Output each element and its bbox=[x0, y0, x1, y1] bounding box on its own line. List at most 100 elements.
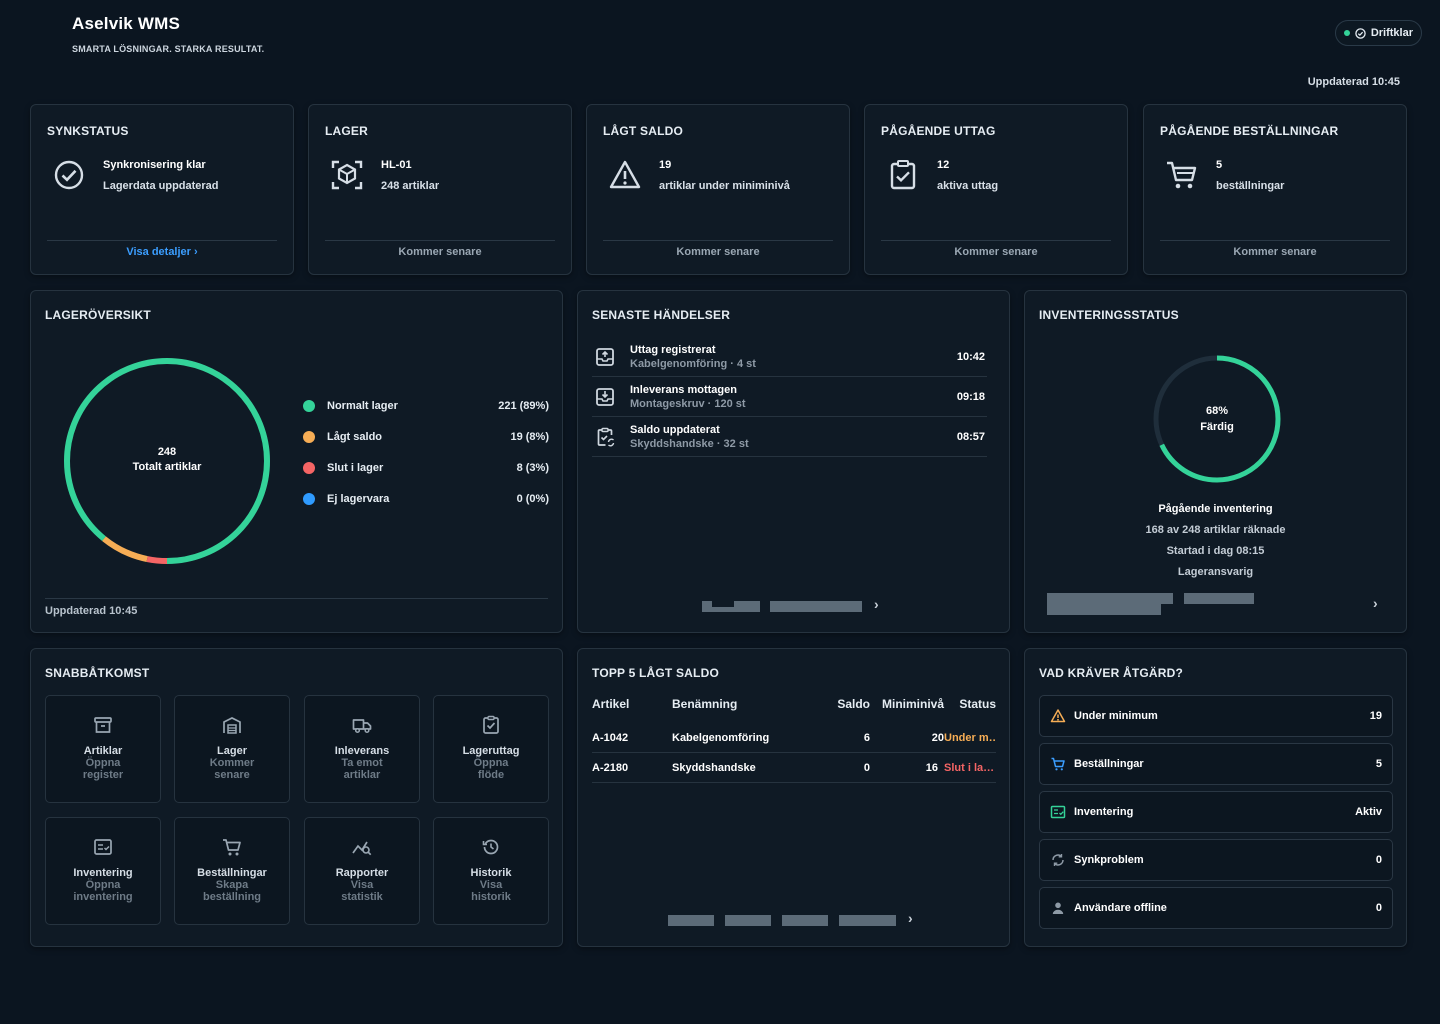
event-text: Inleverans mottagen Montageskruv · 120 s… bbox=[630, 384, 746, 410]
action-sync-problems[interactable]: Synkproblem 0 bbox=[1039, 839, 1393, 881]
inventory-status-panel: INVENTERINGSSTATUS 68% Färdig Pågående i… bbox=[1024, 290, 1407, 633]
donut-total-label: Totalt artiklar bbox=[132, 461, 202, 473]
tile-sub: register bbox=[82, 769, 124, 781]
legend-label: Ej lagervara bbox=[327, 493, 390, 505]
donut-total: 248 bbox=[157, 446, 177, 458]
quick-tile-inventory[interactable]: Inventering Öppna inventering bbox=[45, 817, 161, 925]
tile-sub: Ta emot bbox=[341, 757, 383, 769]
action-inventory[interactable]: Inventering Aktiv bbox=[1039, 791, 1393, 833]
legend-label: Slut i lager bbox=[327, 462, 384, 474]
warning-icon bbox=[1050, 709, 1066, 723]
tile-sub: Öppna bbox=[473, 757, 509, 769]
kpi-card-sync: SYNKSTATUS Synkronisering klar Lagerdata… bbox=[30, 104, 294, 275]
check-circle-icon bbox=[54, 160, 84, 190]
progress-arc bbox=[1153, 355, 1281, 483]
event-row[interactable]: Inleverans mottagen Montageskruv · 120 s… bbox=[592, 377, 987, 417]
tile-sub: Visa bbox=[350, 879, 374, 891]
tile-sub: historik bbox=[471, 891, 511, 903]
action-under-minimum[interactable]: Under minimum 19 bbox=[1039, 695, 1393, 737]
sync-icon bbox=[1052, 854, 1064, 866]
table-header-row: Artikel Benämning Saldo Miniminivå Statu… bbox=[592, 697, 996, 723]
column-header[interactable]: Status bbox=[959, 697, 996, 711]
quick-tile-delivery[interactable]: Inleverans Ta emot artiklar bbox=[304, 695, 420, 803]
kpi-card-stock: LAGER HL-01 248 artiklar Kommer senare bbox=[308, 104, 572, 275]
quick-tile-orders[interactable]: Beställningar Skapa beställning bbox=[174, 817, 290, 925]
legend-item: Ej lagervara 0 (0%) bbox=[303, 493, 549, 505]
inventory-started: Startad i dag 08:15 bbox=[1166, 545, 1265, 557]
chevron-right-icon[interactable]: › bbox=[874, 596, 879, 612]
quick-tile-articles[interactable]: Artiklar Öppna register bbox=[45, 695, 161, 803]
donut-center: 248 Totalt artiklar bbox=[57, 446, 277, 473]
inventory-progress-ring bbox=[1153, 355, 1281, 483]
column-header[interactable]: Artikel bbox=[592, 697, 630, 711]
status-pill[interactable]: Driftklar bbox=[1334, 20, 1422, 46]
table-row[interactable]: A-1042 Kabelgenomföring 6 20 Under m… bbox=[592, 723, 996, 753]
pager-placeholder bbox=[1047, 593, 1173, 604]
kpi-line1: HL-01 bbox=[381, 159, 412, 171]
column-header[interactable]: Saldo bbox=[837, 697, 870, 711]
tile-title: Rapporter bbox=[335, 867, 389, 879]
kpi-footer: Kommer senare bbox=[676, 246, 760, 258]
chevron-right-icon[interactable]: › bbox=[908, 910, 913, 926]
view-details-link[interactable]: Visa detaljer › bbox=[126, 246, 198, 258]
tile-title: Inleverans bbox=[334, 745, 390, 757]
app-title: Aselvik WMS bbox=[72, 14, 181, 33]
table-row[interactable]: A-2180 Skyddshandske 0 16 Slut i la… bbox=[592, 752, 996, 783]
quick-tile-history[interactable]: Historik Visa historik bbox=[433, 817, 549, 925]
event-row[interactable]: Uttag registrerat Kabelgenomföring · 4 s… bbox=[592, 337, 987, 377]
legend-value: 221 (89%) bbox=[498, 400, 549, 412]
kpi-title: LAGER bbox=[325, 124, 368, 138]
inventory-counted: 168 av 248 artiklar räknade bbox=[1145, 524, 1286, 536]
clipboard-check-icon bbox=[483, 715, 499, 734]
action-users-offline[interactable]: Användare offline 0 bbox=[1039, 887, 1393, 929]
panel-title: SNABBÅTKOMST bbox=[45, 666, 150, 680]
user-icon bbox=[1052, 902, 1064, 914]
action-orders[interactable]: Beställningar 5 bbox=[1039, 743, 1393, 785]
kpi-line1: 5 bbox=[1216, 159, 1223, 171]
tile-sub: senare bbox=[214, 769, 250, 781]
divider bbox=[1160, 240, 1390, 241]
column-header[interactable]: Benämning bbox=[672, 697, 738, 711]
pager-placeholder bbox=[782, 915, 828, 926]
column-header[interactable]: Miniminivå bbox=[881, 697, 944, 711]
pager-placeholder bbox=[734, 601, 760, 612]
legend-label: Normalt lager bbox=[327, 400, 398, 412]
legend-item: Slut i lager 8 (3%) bbox=[303, 462, 549, 474]
inventory-state: Färdig bbox=[1200, 421, 1234, 433]
cell-article: A-1042 bbox=[592, 723, 672, 753]
cell-article: A-2180 bbox=[592, 752, 672, 783]
kpi-title: LÅGT SALDO bbox=[603, 124, 683, 138]
action-value: 5 bbox=[1375, 758, 1382, 770]
chart-search-icon bbox=[352, 841, 372, 856]
action-label: Under minimum bbox=[1074, 710, 1158, 722]
legend-dot bbox=[303, 400, 315, 412]
kpi-title: PÅGÅENDE UTTAG bbox=[881, 124, 996, 138]
low-stock-panel: TOPP 5 LÅGT SALDO Artikel Benämning Sald… bbox=[577, 648, 1010, 947]
tile-title: Inventering bbox=[73, 867, 133, 879]
action-label: Beställningar bbox=[1074, 758, 1144, 770]
event-row[interactable]: Saldo uppdaterat Skyddshandske · 32 st 0… bbox=[592, 417, 987, 457]
chevron-right-icon[interactable]: › bbox=[1373, 595, 1378, 611]
kpi-card-withdrawals: PÅGÅENDE UTTAG 12 aktiva uttag Kommer se… bbox=[864, 104, 1128, 275]
pager-placeholder bbox=[1184, 593, 1254, 604]
tile-sub: Öppna bbox=[85, 757, 121, 769]
tile-title: Beställningar bbox=[197, 867, 267, 879]
quick-tile-stock[interactable]: Lager Kommer senare bbox=[174, 695, 290, 803]
clipboard-sync-icon bbox=[597, 427, 615, 446]
truck-icon bbox=[352, 719, 372, 734]
tile-title: Historik bbox=[470, 867, 512, 879]
stock-overview-panel: LAGERÖVERSIKT 248 Totalt artiklar Normal… bbox=[30, 290, 563, 633]
ring-center: 68% Färdig bbox=[1151, 405, 1283, 433]
tile-sub: Visa bbox=[479, 879, 503, 891]
tile-title: Artiklar bbox=[83, 745, 123, 757]
quick-tile-reports[interactable]: Rapporter Visa statistik bbox=[304, 817, 420, 925]
action-label: Inventering bbox=[1074, 806, 1134, 818]
pager-placeholder bbox=[770, 601, 862, 612]
kpi-line2: Lagerdata uppdaterad bbox=[103, 180, 219, 192]
cell-saldo: 0 bbox=[822, 752, 878, 783]
event-sub: Montageskruv · 120 st bbox=[630, 397, 746, 410]
quick-tile-withdrawal[interactable]: Lageruttag Öppna flöde bbox=[433, 695, 549, 803]
tile-sub: inventering bbox=[73, 891, 133, 903]
divider bbox=[881, 240, 1111, 241]
panel-title: SENASTE HÄNDELSER bbox=[592, 308, 731, 322]
